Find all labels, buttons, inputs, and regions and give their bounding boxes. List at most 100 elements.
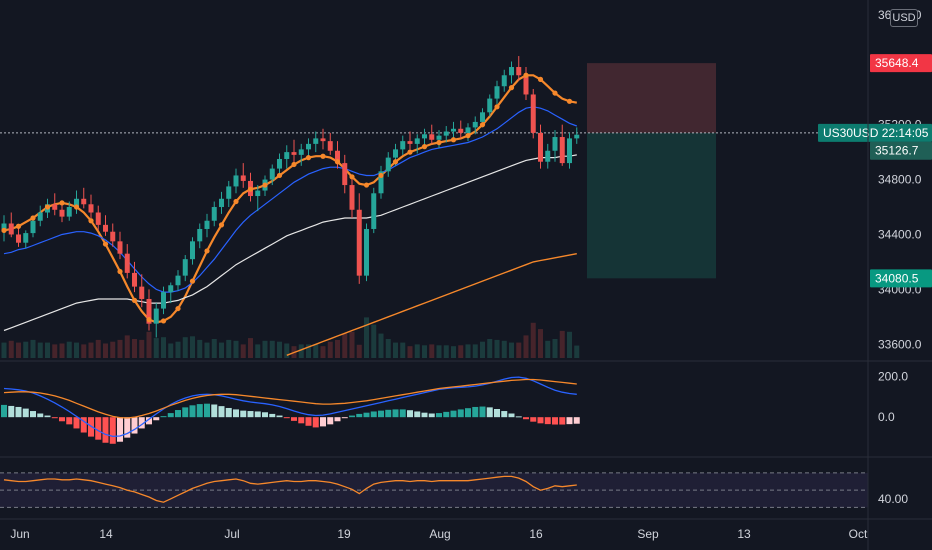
candle-body [443,131,449,136]
overlay-dot [407,149,413,155]
candle-body [472,121,478,128]
candle-body [255,190,261,197]
candle-body [204,220,210,229]
volume-bar [204,342,210,358]
candle-body [429,134,435,140]
overlay-dots [1,72,573,324]
overlay-dot [334,159,341,165]
candle-body [414,138,420,144]
candle-body [219,198,224,208]
macd-bar [428,413,435,418]
macd-bar [276,415,283,418]
candle-body [146,298,152,324]
macd-bar [80,417,87,433]
price-tag-bg [818,123,932,142]
macd-bar [363,412,370,418]
overlay-dot [378,172,384,179]
candle-body [400,141,406,150]
overlay-line [286,253,577,356]
volume-bar [530,322,536,358]
macd-bar [305,417,312,426]
candle-body [574,134,580,139]
candle-body [436,135,442,140]
candle-body [313,138,319,144]
candle-body [407,141,413,144]
candle-body [422,134,427,139]
candle-body [132,272,137,287]
candle-body [509,67,514,76]
macd-bar [37,413,44,418]
candle-body [168,285,174,293]
price-tag-label: 35126.7 [875,144,919,158]
currency-label[interactable]: USD [890,9,918,27]
volume-bar [262,340,268,358]
macd-bar [407,410,413,418]
overlay-line [3,106,578,293]
volume-bar [248,338,253,358]
volume-bar [451,346,456,358]
macd-bar [537,417,544,424]
macd-bar [262,412,268,418]
overlay-dot [450,137,457,143]
overlay-dot [392,159,399,165]
time-tick-label: 14 [99,527,113,541]
candle-body [175,275,181,286]
candle-body [139,286,145,299]
volume-bar [313,344,319,358]
volume-bar [182,337,188,358]
volume-bar [168,343,174,358]
overlay-dot [131,297,138,303]
overlay-dot [218,222,225,228]
candle-body [385,157,391,172]
candles [1,56,580,338]
volume-bar [197,339,203,358]
volume-bar [298,344,304,358]
macd-bar [146,417,152,425]
time-tick-label: Jul [224,527,239,541]
volume-bar [23,341,29,358]
volume-bar [110,341,116,358]
candle-body [37,212,43,221]
volume-bar [226,339,232,358]
macd-bar [15,406,22,418]
price-tag-bg [870,141,932,160]
overlay-dot [44,204,51,210]
candle-body [516,67,522,76]
candle-body [81,198,87,205]
candle-body [523,75,529,95]
candle-body [451,128,456,132]
macd-bar [327,417,334,425]
macd-bar [378,410,384,418]
volume-bar [385,339,391,358]
overlay-dot [465,133,471,139]
volume-bar [393,342,398,358]
volume-bar [364,317,369,358]
overlay-dot [320,153,326,159]
overlay-dot [276,172,283,179]
candle-body [8,223,14,235]
macd-bar [479,406,486,418]
macd-bar [59,417,65,422]
macd-bar [501,411,508,418]
macd-bar [269,413,276,418]
volume-bar [219,342,224,358]
overlay-dot [305,155,312,161]
rsi-axis-ticks: 40.00 [878,492,908,506]
volume-bar [277,341,282,358]
volume-bar [559,330,565,358]
candle-body [161,292,166,309]
overlay-dot [552,90,558,96]
time-tick-label: 13 [737,527,751,541]
macd-bar [51,417,58,419]
overlay-dot [160,318,167,324]
macd-bar [508,413,515,418]
candle-body [291,152,297,155]
macd-bar [421,412,428,418]
macd-bar [298,417,305,424]
overlay-dot [117,268,123,275]
macd-bar [240,410,247,418]
volume-bar [574,345,580,358]
candle-body [74,198,79,208]
